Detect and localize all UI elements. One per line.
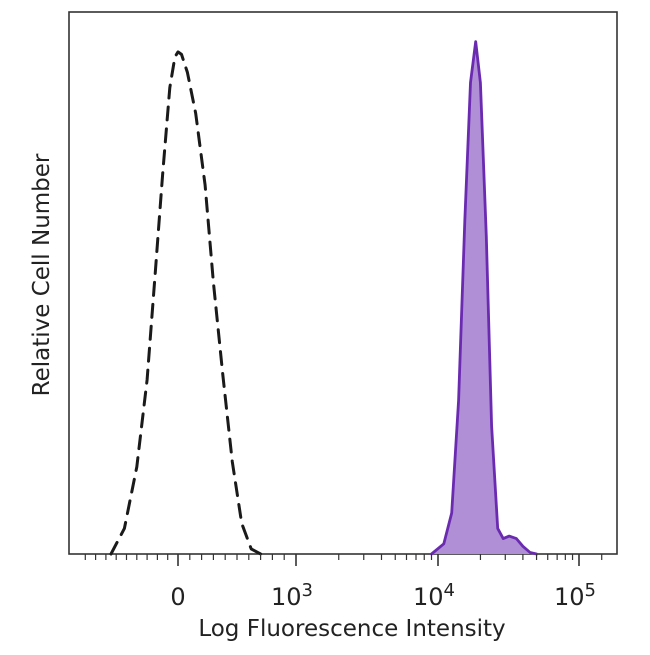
x-tick-label-1: 103 bbox=[271, 580, 313, 611]
x-tick-label-3: 105 bbox=[554, 580, 596, 611]
y-axis-title: Relative Cell Number bbox=[29, 153, 55, 396]
x-tick-label-2: 104 bbox=[413, 580, 455, 611]
series-1-line bbox=[430, 40, 538, 556]
x-tick-label-0: 0 bbox=[170, 583, 185, 611]
x-axis: 0 103 104 105 bbox=[84, 554, 603, 611]
series-1-area bbox=[431, 41, 537, 555]
plot-frame bbox=[68, 11, 618, 555]
series-layer bbox=[109, 40, 538, 556]
series-0-line bbox=[109, 50, 263, 556]
x-axis-title: Log Fluorescence Intensity bbox=[198, 616, 505, 642]
